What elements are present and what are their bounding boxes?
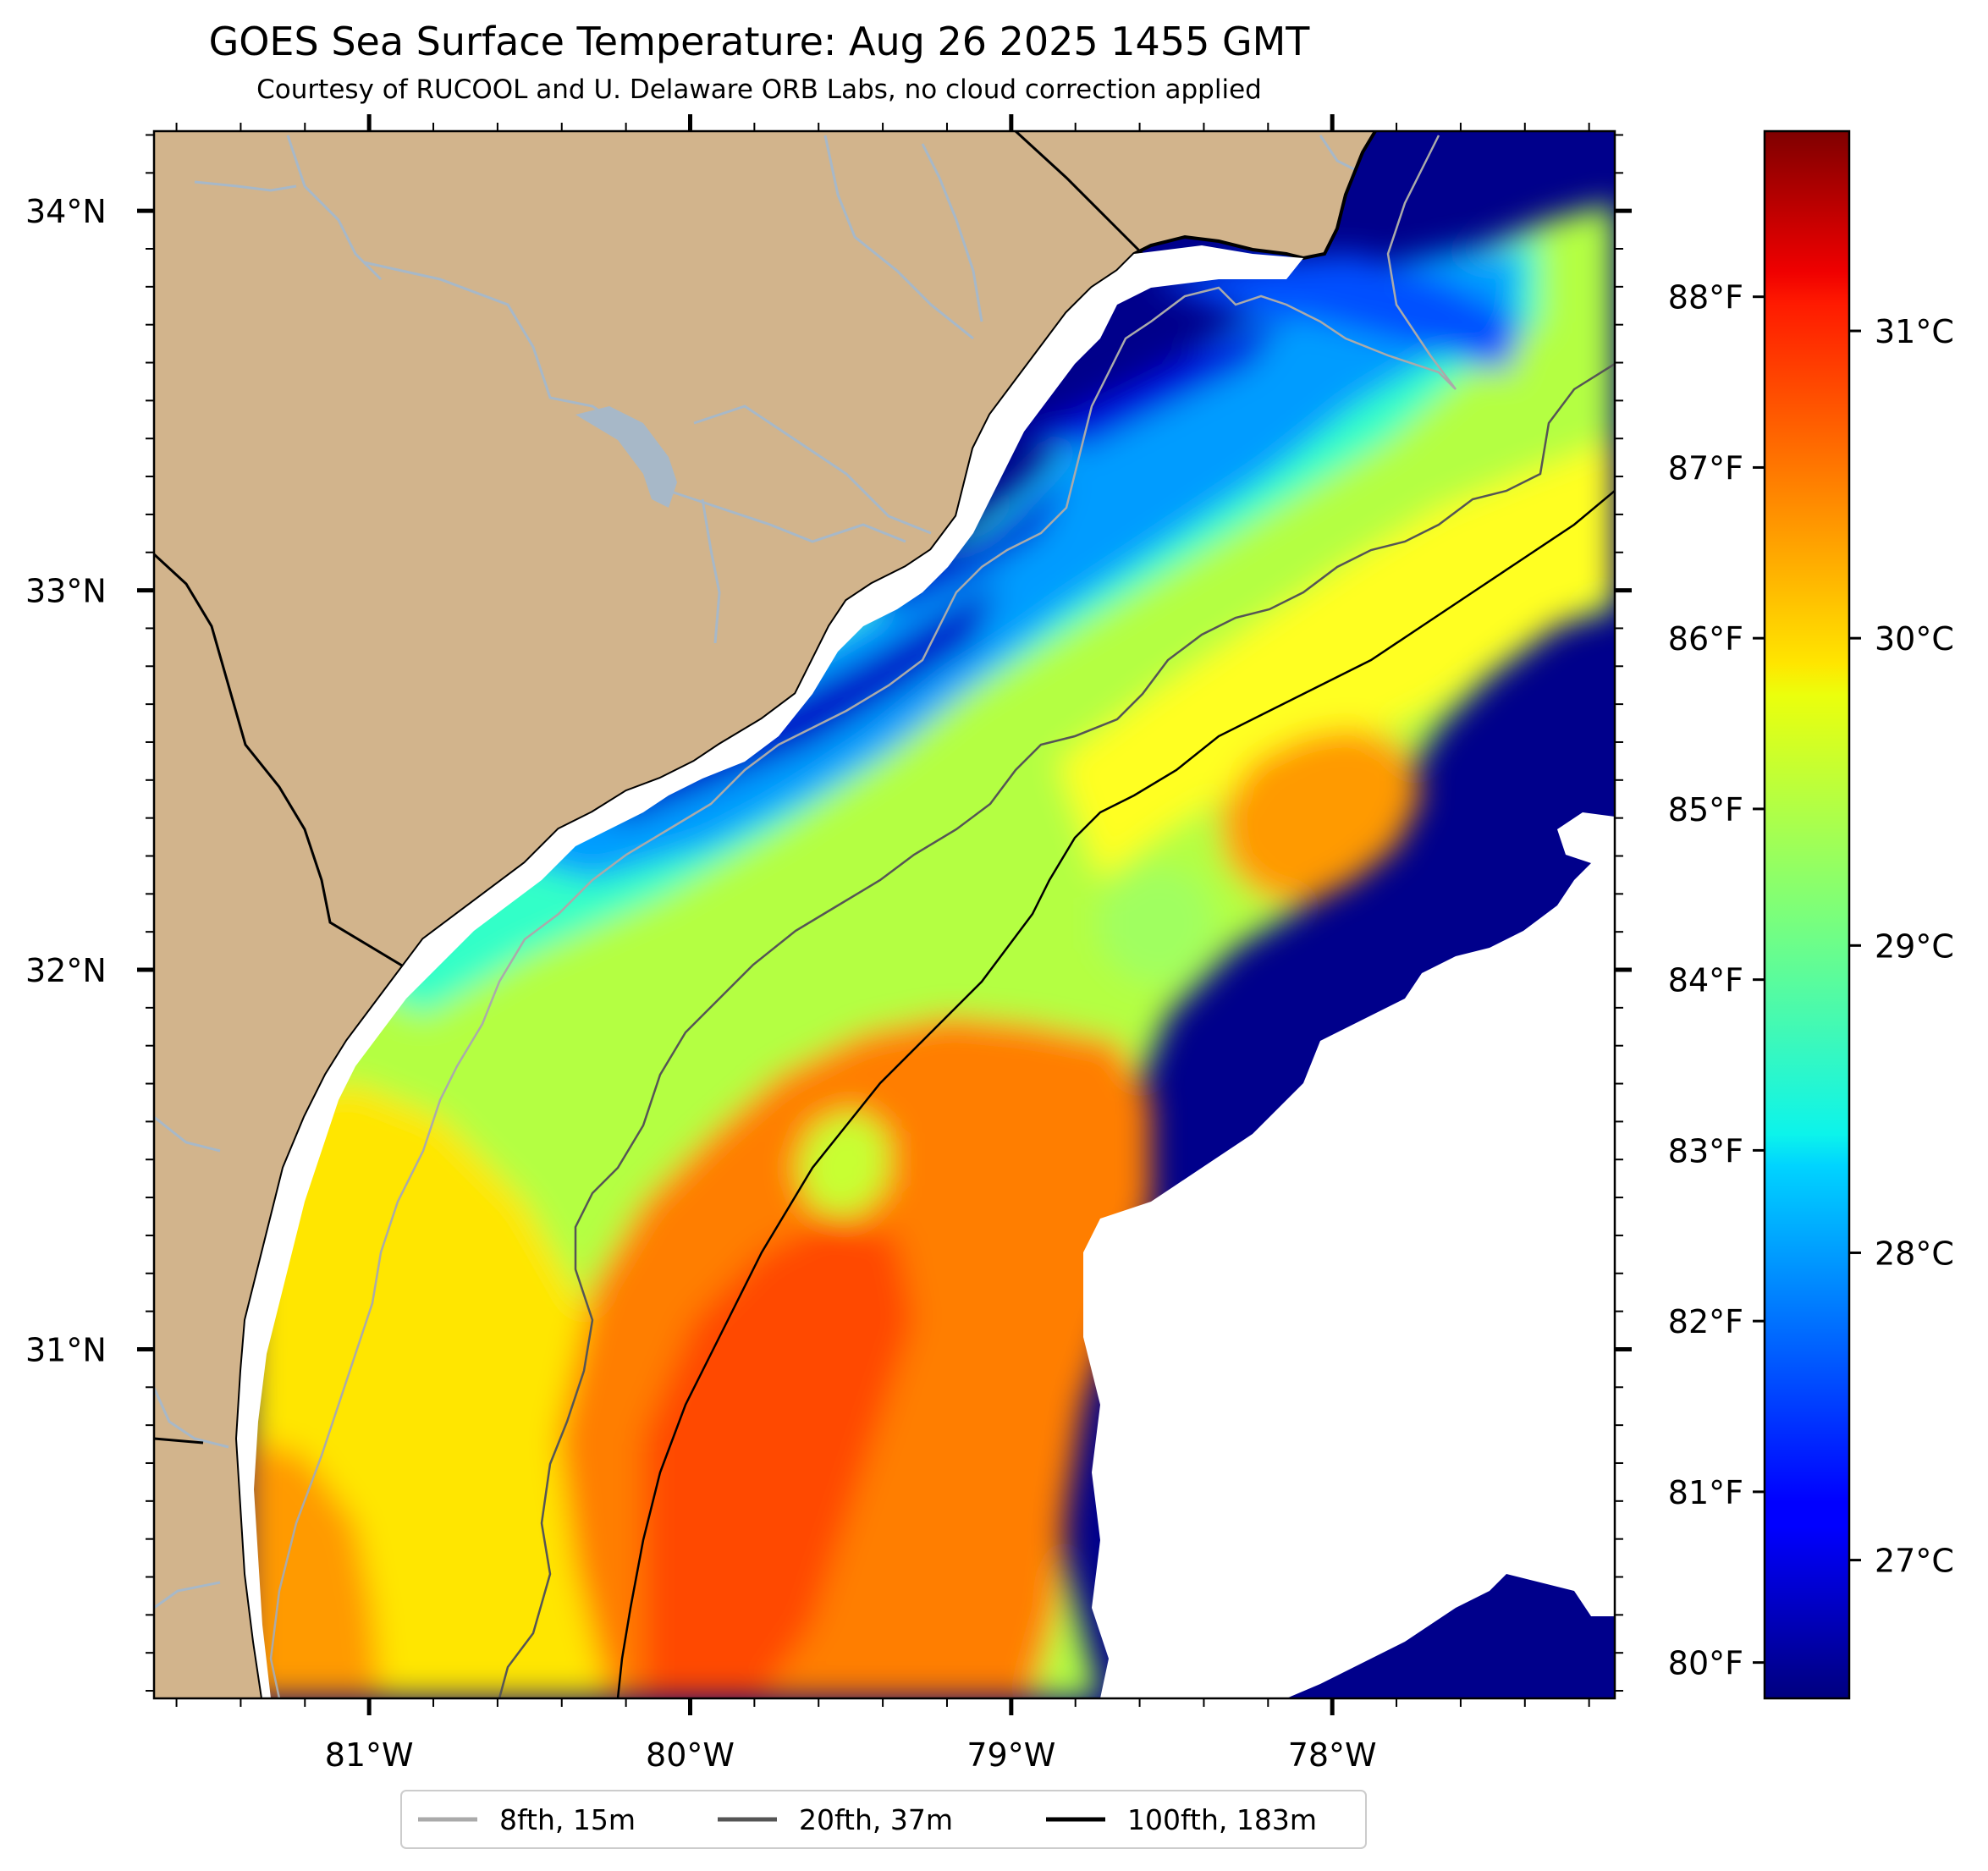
fahrenheit-tick-label: 85°F xyxy=(1668,791,1743,828)
land xyxy=(154,131,1375,1698)
fahrenheit-tick-label: 87°F xyxy=(1668,449,1743,487)
legend-label-8fth: 8fth, 15m xyxy=(499,1803,636,1836)
contour-legend: 8fth, 15m 20fth, 37m 100fth, 183m xyxy=(400,1790,1367,1849)
map-frame xyxy=(152,129,1616,1700)
fahrenheit-tick-label: 80°F xyxy=(1668,1645,1743,1682)
cloud-mask xyxy=(1083,812,1615,1698)
axis-ticks xyxy=(137,114,1632,1715)
latitude-labels: 34°N 33°N 32°N 31°N xyxy=(25,193,107,1368)
colorbar xyxy=(1763,129,1851,1700)
contour-100fth xyxy=(616,490,1615,1698)
map-title: GOES Sea Surface Temperature: Aug 26 202… xyxy=(208,19,1310,64)
contour-20fth xyxy=(498,362,1615,1698)
colorbar-tick-label: 29°C xyxy=(1875,927,1954,965)
fahrenheit-labels: 88°F 87°F 86°F 85°F 84°F 83°F 82°F 81°F 80°F xyxy=(1668,279,1765,1682)
fahrenheit-tick-label: 86°F xyxy=(1668,620,1743,658)
lat-tick-label: 32°N xyxy=(25,952,107,989)
colorbar-tick-label: 27°C xyxy=(1875,1543,1954,1580)
lon-tick-label: 79°W xyxy=(966,1736,1055,1774)
colorbar-tick-label: 28°C xyxy=(1875,1235,1954,1272)
lon-tick-label: 80°W xyxy=(646,1736,735,1774)
lat-tick-label: 33°N xyxy=(25,573,107,610)
legend-label-20fth: 20fth, 37m xyxy=(799,1803,953,1836)
colorbar-tick-label: 30°C xyxy=(1875,620,1954,658)
legend-label-100fth: 100fth, 183m xyxy=(1127,1803,1317,1836)
lake xyxy=(575,406,677,508)
fahrenheit-tick-label: 88°F xyxy=(1668,279,1743,316)
fahrenheit-tick-label: 84°F xyxy=(1668,962,1743,999)
state-boundaries xyxy=(154,131,1148,1445)
contour-8fth xyxy=(269,135,1457,1698)
longitude-labels: 81°W 80°W 79°W 78°W xyxy=(325,1736,1377,1774)
lon-tick-label: 78°W xyxy=(1288,1736,1377,1774)
colorbar-tick-label: 31°C xyxy=(1875,313,1954,350)
sst-map xyxy=(154,131,1615,1698)
fahrenheit-tick-label: 81°F xyxy=(1668,1474,1743,1511)
lat-tick-label: 34°N xyxy=(25,193,107,230)
legend-box xyxy=(400,1790,1367,1849)
fahrenheit-tick-label: 82°F xyxy=(1668,1303,1743,1340)
colorbar-ticks: 31°C 30°C 29°C 28°C 27°C xyxy=(1849,313,1954,1580)
lat-tick-label: 31°N xyxy=(25,1331,107,1368)
rivers xyxy=(154,135,1355,1610)
lon-tick-label: 81°W xyxy=(325,1736,414,1774)
fahrenheit-tick-label: 83°F xyxy=(1668,1132,1743,1169)
map-subtitle: Courtesy of RUCOOL and U. Delaware ORB L… xyxy=(256,74,1262,105)
